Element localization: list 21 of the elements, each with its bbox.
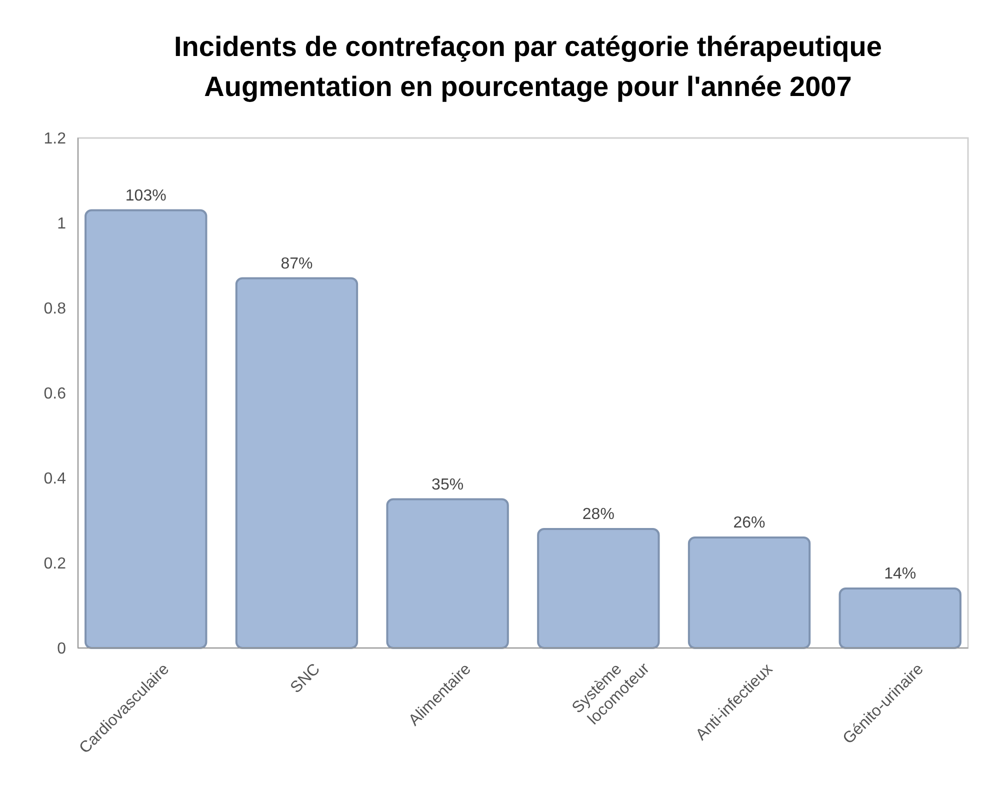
bar (235, 277, 358, 649)
bar (688, 536, 811, 649)
y-tick-label: 0.8 (44, 300, 66, 318)
y-tick-label: 1 (57, 216, 66, 233)
y-tick-label: 1.2 (44, 130, 66, 148)
data-label: 28% (582, 506, 614, 523)
data-label: 35% (432, 476, 464, 494)
chart-subtitle: Augmentation en pourcentage pour l'année 2007 (204, 71, 852, 102)
bar (537, 528, 660, 649)
y-tick-label: 0.4 (44, 470, 66, 488)
y-tick-label: 0.2 (44, 556, 66, 573)
y-tick-label: 0.6 (44, 386, 66, 403)
chart-title: Incidents de contrefaçon par catégorie thérapeutique (174, 31, 882, 62)
data-label: 103% (125, 187, 166, 204)
data-label: 14% (884, 566, 916, 582)
bar (838, 588, 962, 649)
data-label: 87% (280, 255, 313, 272)
bar (84, 209, 208, 649)
data-label: 26% (733, 514, 766, 532)
bar (386, 498, 509, 649)
y-tick-label: 0 (57, 640, 66, 658)
